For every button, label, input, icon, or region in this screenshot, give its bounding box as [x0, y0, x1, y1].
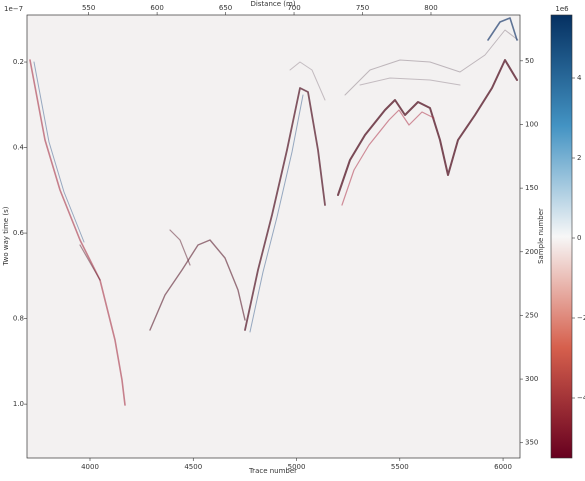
- x2-tick-label: 600: [150, 4, 163, 12]
- x-tick-label: 6000: [494, 463, 512, 471]
- x2-tick-label: 650: [219, 4, 232, 12]
- x2-tick-label: 800: [424, 4, 437, 12]
- x2-tick-label: 700: [287, 4, 300, 12]
- y2-tick-label: 200: [525, 248, 538, 256]
- x-tick-label: 5000: [288, 463, 306, 471]
- colorbar-tick-label: −2: [577, 314, 585, 322]
- y2-tick-label: 300: [525, 375, 538, 383]
- chart: Trace number Distance (m) Two way time (…: [0, 0, 585, 477]
- y-tick-label: 1.0: [13, 400, 24, 408]
- y-tick-label: 0.4: [13, 144, 25, 152]
- x-tick-label: 5500: [391, 463, 409, 471]
- image-area: [27, 15, 520, 458]
- y-offset-label: 1e−7: [4, 5, 23, 13]
- y2-tick-label: 150: [525, 184, 538, 192]
- colorbar-tick-label: −4: [577, 394, 585, 402]
- x-tick-label: 4500: [184, 463, 202, 471]
- y2-tick-label: 50: [525, 57, 534, 65]
- y-tick-label: 0.6: [13, 229, 25, 237]
- colorbar-tick-label: 4: [577, 74, 582, 82]
- y2-tick-label: 100: [525, 120, 538, 128]
- colorbar-tick-label: 2: [577, 154, 581, 162]
- x2-tick-label: 550: [82, 4, 95, 12]
- colorbar-offset-label: 1e6: [555, 5, 569, 13]
- y-axis-label: Two way time (s): [2, 206, 10, 266]
- y2-tick-label: 250: [525, 311, 538, 319]
- x-tick-label: 4000: [81, 463, 99, 471]
- colorbar: [551, 15, 572, 458]
- y2-tick-label: 350: [525, 439, 538, 447]
- y-tick-label: 0.2: [13, 58, 24, 66]
- colorbar-tick-label: 0: [577, 234, 581, 242]
- x2-tick-label: 750: [356, 4, 369, 12]
- y-tick-label: 0.8: [13, 315, 24, 323]
